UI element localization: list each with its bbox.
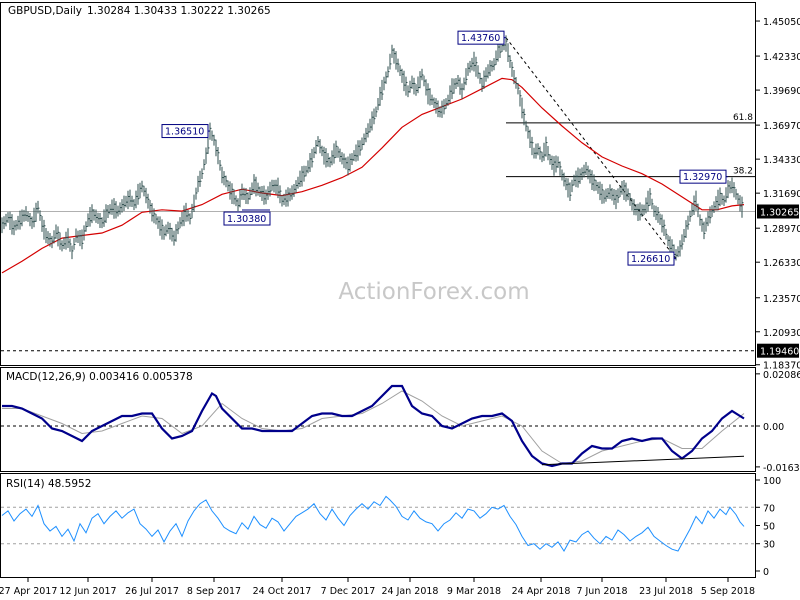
rsi-title: RSI(14) 48.5952 bbox=[6, 478, 91, 490]
fib-label: 61.8 bbox=[733, 113, 753, 123]
price-annotations: 1.43760 1.36510 1.30380 1.32970 1.26610 bbox=[161, 30, 728, 266]
macd-axis: 0.020861 0.00 -0.016357 bbox=[1, 370, 800, 474]
price-annotation-label: 1.26610 bbox=[631, 254, 670, 265]
price-annotation-box bbox=[223, 211, 271, 226]
macd-title: MACD(12,26,9) 0.003416 0.005378 bbox=[6, 371, 193, 383]
price-tick-label: 1.36970 bbox=[763, 121, 800, 132]
date-tick-label: 8 Sep 2017 bbox=[187, 586, 241, 597]
moving-average-line bbox=[1, 77, 745, 274]
macd-series-group bbox=[2, 384, 745, 468]
date-tick-label: 27 Apr 2017 bbox=[0, 586, 57, 597]
price-annotation-label: 1.30380 bbox=[227, 214, 266, 225]
rsi-axis: 100 70 50 30 0 bbox=[1, 476, 781, 578]
price-tick-label: 1.31690 bbox=[763, 189, 800, 200]
price-tick-label: 1.28970 bbox=[763, 224, 800, 235]
macd-tick-label: 0.00 bbox=[763, 422, 784, 433]
rsi-tick-label: 0 bbox=[763, 567, 769, 578]
price-annotation-label: 1.43760 bbox=[461, 33, 500, 44]
price-tick-label: 1.26330 bbox=[763, 258, 800, 269]
macd-signal-line bbox=[2, 390, 745, 465]
macd-tick-label: -0.016357 bbox=[763, 463, 800, 474]
macd-line bbox=[2, 384, 745, 468]
current-price-label: 1.30265 bbox=[760, 208, 799, 219]
price-axis: 1.45050 1.42330 1.39690 1.36970 1.34330 1.316… bbox=[1, 17, 800, 372]
date-tick-label: 26 Jul 2017 bbox=[125, 586, 179, 597]
price-tick-label: 1.39690 bbox=[763, 86, 800, 97]
date-tick-label: 12 Jun 2017 bbox=[59, 586, 116, 597]
price-tick-label: 1.20930 bbox=[763, 328, 800, 339]
rsi-tick-label: 70 bbox=[763, 503, 775, 514]
price-tick-label: 1.42330 bbox=[763, 52, 800, 63]
price-tick-label: 1.45050 bbox=[763, 17, 800, 28]
price-tick-label: 1.34330 bbox=[763, 155, 800, 166]
current-price-box bbox=[757, 204, 799, 219]
price-panel-frame bbox=[0, 2, 756, 366]
watermark: ActionForex.com bbox=[338, 279, 529, 305]
rsi-tick-label: 50 bbox=[763, 522, 775, 533]
chart-header-ohlc: 1.30284 1.30433 1.30222 1.30265 bbox=[87, 5, 271, 17]
date-tick-label: 9 Mar 2018 bbox=[447, 586, 501, 597]
price-annotation-label: 1.32970 bbox=[683, 172, 722, 183]
date-tick-label: 5 Sep 2018 bbox=[701, 586, 755, 597]
date-tick-label: 7 Jun 2018 bbox=[576, 586, 627, 597]
price-tick-label: 1.23570 bbox=[763, 294, 800, 305]
level-label: 1.19460 bbox=[760, 347, 799, 358]
fib-label: 38.2 bbox=[733, 167, 753, 177]
date-tick-label: 24 Oct 2017 bbox=[253, 586, 312, 597]
price-tick-label: 1.18370 bbox=[763, 361, 800, 372]
macd-tick-label: 0.020861 bbox=[763, 370, 800, 381]
macd-panel-frame bbox=[0, 367, 756, 472]
date-tick-label: 23 Jul 2018 bbox=[639, 586, 693, 597]
date-tick-label: 24 Jan 2018 bbox=[382, 586, 439, 597]
rsi-tick-label: 30 bbox=[763, 540, 775, 551]
macd-trendline bbox=[541, 455, 745, 466]
rsi-tick-label: 100 bbox=[763, 476, 781, 487]
level-box bbox=[757, 343, 799, 358]
date-tick-label: 7 Dec 2017 bbox=[321, 586, 376, 597]
date-axis: 27 Apr 2017 12 Jun 2017 26 Jul 2017 8 Sep 2… bbox=[0, 578, 755, 597]
chart-header-symbol: GBPUSD,Daily bbox=[8, 5, 82, 17]
rsi-panel-frame bbox=[0, 473, 756, 578]
rsi-line bbox=[1, 495, 745, 552]
rsi-series-group bbox=[1, 495, 745, 552]
date-tick-label: 24 Apr 2018 bbox=[512, 586, 571, 597]
retracement-diagonal bbox=[505, 37, 677, 259]
price-annotation-label: 1.36510 bbox=[165, 127, 204, 138]
